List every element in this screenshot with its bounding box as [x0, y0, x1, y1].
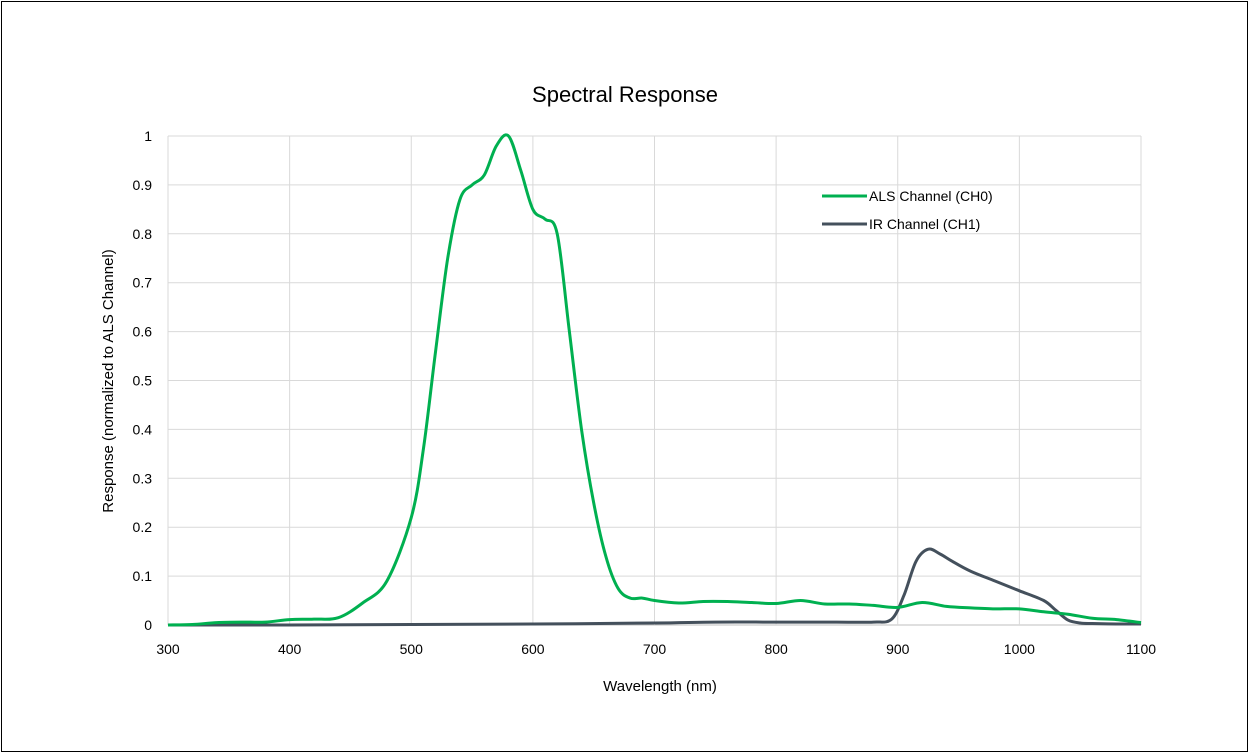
y-tick-label: 0.7 — [133, 275, 153, 291]
x-tick-label: 500 — [400, 641, 424, 657]
series-line-als-channel-ch0 — [167, 133, 1142, 627]
y-tick-label: 0.3 — [133, 470, 153, 486]
y-axis-ticks: 0 0.1 0.2 0.3 0.4 0.5 0.6 0.7 0.8 0.9 1 — [133, 128, 153, 633]
x-tick-label: 1000 — [1004, 641, 1035, 657]
x-tick-label: 800 — [764, 641, 788, 657]
legend-label-als-channel-ch0: ALS Channel (CH0) — [869, 188, 993, 204]
y-tick-label: 0.9 — [133, 177, 153, 193]
x-tick-label: 600 — [521, 641, 545, 657]
series-lines — [167, 133, 1142, 627]
y-tick-label: 0.4 — [133, 421, 153, 437]
x-tick-label: 1100 — [1126, 641, 1156, 657]
legend: ALS Channel (CH0) IR Channel (CH1) — [822, 188, 993, 232]
gridlines — [167, 135, 1142, 626]
y-tick-label: 0 — [144, 617, 152, 633]
x-axis-ticks: 300 400 500 600 700 800 900 1000 1100 — [156, 641, 1156, 657]
x-tick-label: 300 — [156, 641, 180, 657]
y-tick-label: 0.2 — [133, 519, 153, 535]
y-tick-label: 1 — [144, 128, 152, 144]
y-tick-label: 0.1 — [133, 568, 153, 584]
x-tick-label: 900 — [886, 641, 910, 657]
x-tick-label: 700 — [643, 641, 667, 657]
x-axis-label: Wavelength (nm) — [603, 678, 717, 695]
legend-label-ir-channel-ch1: IR Channel (CH1) — [869, 216, 980, 232]
series-line-ir-channel-ch1 — [167, 547, 1142, 627]
y-axis-label: Response (normalized to ALS Channel) — [100, 249, 117, 512]
y-tick-label: 0.8 — [133, 226, 153, 242]
x-tick-label: 400 — [278, 641, 302, 657]
y-tick-label: 0.5 — [133, 373, 153, 389]
y-tick-label: 0.6 — [133, 324, 153, 340]
chart-title: Spectral Response — [532, 82, 718, 107]
